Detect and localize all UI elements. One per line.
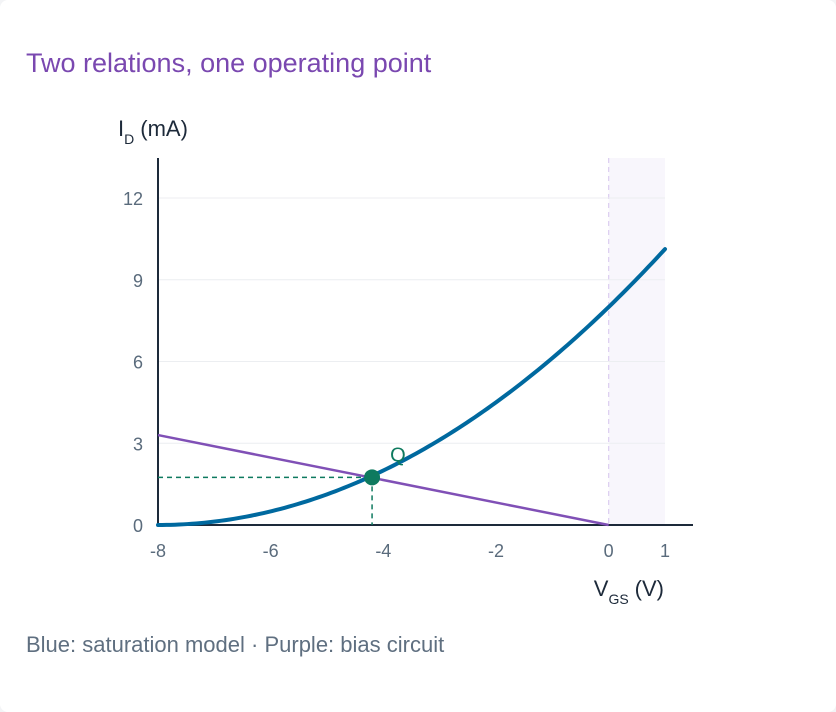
- y-tick-label-9: 9: [133, 271, 143, 291]
- y-tick-label-0: 0: [133, 516, 143, 536]
- tick-labels: 0 3 6 9 12 -8 -6 -4 -2 0 1: [123, 189, 670, 561]
- y-axis-label: ID (mA): [118, 116, 188, 147]
- series-line-saturation-model: [156, 247, 667, 527]
- x-axis-label: VGS (V): [594, 576, 664, 607]
- x-tick-label--2: -2: [488, 541, 504, 561]
- operating-point-marker: [364, 469, 381, 486]
- x-tick-label--4: -4: [375, 541, 391, 561]
- y-tick-label-12: 12: [123, 189, 143, 209]
- series-group: [156, 247, 667, 527]
- y-tick-label-6: 6: [133, 353, 143, 373]
- chart-title: Two relations, one operating point: [26, 48, 432, 78]
- x-tick-label-1: 1: [660, 541, 670, 561]
- operating-point-label: Q: [390, 444, 406, 466]
- y-tick-label-3: 3: [133, 434, 143, 454]
- x-tick-label-0: 0: [604, 541, 614, 561]
- x-tick-label--6: -6: [263, 541, 279, 561]
- series-line-bias-circuit: [157, 433, 609, 527]
- gridlines: [158, 197, 665, 444]
- chart-caption: Blue: saturation model · Purple: bias ci…: [26, 632, 445, 657]
- shaded-region: [608, 158, 665, 525]
- operating-point-group: Q: [158, 444, 406, 525]
- x-tick-label--8: -8: [150, 541, 166, 561]
